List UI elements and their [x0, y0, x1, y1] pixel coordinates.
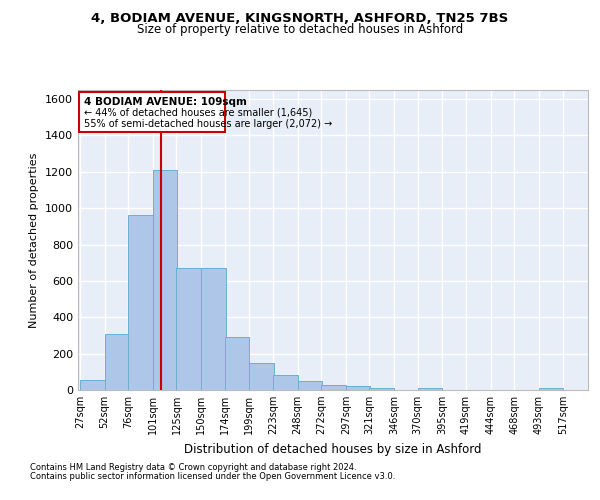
Text: Size of property relative to detached houses in Ashford: Size of property relative to detached ho…	[137, 22, 463, 36]
Bar	[370, 388, 394, 390]
Bar	[346, 386, 370, 390]
Bar	[298, 381, 322, 390]
Y-axis label: Number of detached properties: Number of detached properties	[29, 152, 40, 328]
Bar	[321, 384, 346, 390]
Bar	[153, 170, 178, 390]
Bar	[201, 268, 226, 390]
Bar	[104, 334, 129, 390]
Bar	[79, 92, 224, 132]
Text: Distribution of detached houses by size in Ashford: Distribution of detached houses by size …	[184, 442, 482, 456]
Text: Contains public sector information licensed under the Open Government Licence v3: Contains public sector information licen…	[30, 472, 395, 481]
Bar	[176, 268, 201, 390]
Bar	[224, 338, 250, 390]
Bar	[273, 376, 298, 390]
Text: Contains HM Land Registry data © Crown copyright and database right 2024.: Contains HM Land Registry data © Crown c…	[30, 464, 356, 472]
Bar	[539, 388, 563, 390]
Text: 4, BODIAM AVENUE, KINGSNORTH, ASHFORD, TN25 7BS: 4, BODIAM AVENUE, KINGSNORTH, ASHFORD, T…	[91, 12, 509, 26]
Text: ← 44% of detached houses are smaller (1,645): ← 44% of detached houses are smaller (1,…	[84, 108, 312, 118]
Bar	[418, 388, 442, 390]
Text: 55% of semi-detached houses are larger (2,072) →: 55% of semi-detached houses are larger (…	[84, 119, 332, 129]
Bar	[250, 362, 274, 390]
Text: 4 BODIAM AVENUE: 109sqm: 4 BODIAM AVENUE: 109sqm	[84, 97, 247, 107]
Bar	[128, 216, 153, 390]
Bar	[80, 380, 104, 390]
